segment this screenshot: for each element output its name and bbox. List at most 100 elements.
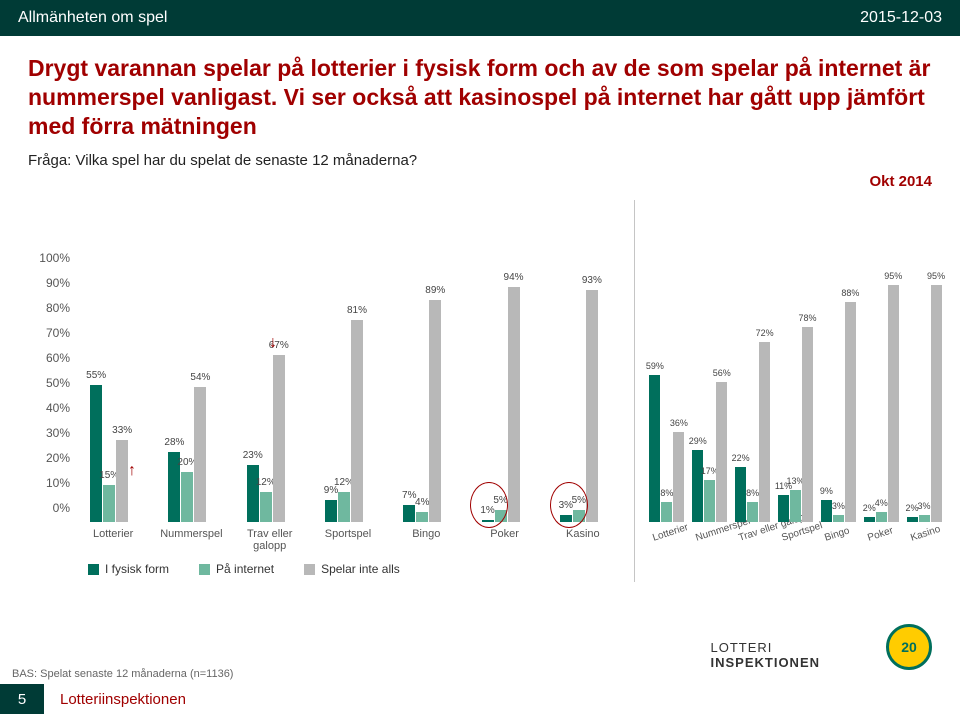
legend-label: Spelar inte alls [321, 562, 400, 576]
legend-item: På internet [199, 562, 274, 576]
bar: 67% [273, 355, 285, 523]
bar-value-label: 55% [86, 370, 106, 381]
y-tick-label: 90% [46, 276, 70, 290]
legend-swatch [304, 564, 315, 575]
bar-value-label: 28% [164, 437, 184, 448]
bar: 13% [790, 490, 801, 523]
slide-header: Allmänheten om spel 2015-12-03 [0, 0, 960, 36]
bar-value-label: 72% [756, 328, 774, 338]
highlight-oval [550, 482, 588, 528]
bar-value-label: 23% [243, 450, 263, 461]
bar: 15% [103, 485, 115, 523]
bar: 20% [181, 472, 193, 522]
category-label: Kasino [909, 524, 941, 544]
y-axis: 0%10%20%30%40%50%60%70%80%90%100% [28, 272, 72, 522]
bar-group: 29%17%56% [692, 382, 727, 522]
y-tick-label: 20% [46, 451, 70, 465]
legend-label: I fysisk form [105, 562, 169, 576]
bar: 7% [403, 505, 415, 523]
bar-value-label: 9% [820, 486, 833, 496]
bar-group: 22%8%72% [735, 342, 770, 522]
legend-swatch [199, 564, 210, 575]
bar-group: 59%8%36% [649, 375, 684, 523]
bar-value-label: 89% [425, 285, 445, 296]
category-label: Lotterier [652, 522, 690, 544]
bar-group: 55%15%33% [74, 385, 144, 523]
legend-swatch [88, 564, 99, 575]
bar-value-label: 29% [689, 436, 707, 446]
y-tick-label: 40% [46, 401, 70, 415]
y-tick-label: 50% [46, 376, 70, 390]
bar: 78% [802, 327, 813, 522]
bar: 17% [704, 480, 715, 523]
bar-value-label: 36% [670, 418, 688, 428]
bar: 8% [747, 502, 758, 522]
y-tick-label: 100% [39, 251, 70, 265]
bar: 12% [338, 492, 350, 522]
logo-text-bold: INSPEKTIONEN [710, 655, 820, 670]
bar-value-label: 4% [415, 497, 429, 508]
bar-group: 23% 12%67% [231, 355, 301, 523]
bar-value-label: 93% [582, 275, 602, 286]
bar: 22% [735, 467, 746, 522]
bar-value-label: 22% [732, 453, 750, 463]
category-label: Bingo [823, 525, 851, 543]
slide: Allmänheten om spel 2015-12-03 Drygt var… [0, 0, 960, 714]
bar-value-label: 78% [798, 313, 816, 323]
category-label: Lotterier [78, 528, 148, 540]
timestamp-label: Okt 2014 [0, 173, 932, 190]
bar: 29% [692, 450, 703, 523]
charts-container: 0%10%20%30%40%50%60%70%80%90%100% 55%15%… [28, 272, 928, 582]
y-tick-label: 60% [46, 351, 70, 365]
bar: 72% [759, 342, 770, 522]
bar-group: 7%4%89% [387, 300, 457, 523]
bar: 94% [508, 287, 520, 522]
bar: 33% [116, 440, 128, 523]
bar-group: 28%20%54% [152, 387, 222, 522]
category-label: Poker [866, 525, 894, 544]
page-number: 5 [0, 684, 44, 714]
bar-value-label: 8% [746, 488, 759, 498]
bar: 56% [716, 382, 727, 522]
legend-item: Spelar inte alls [304, 562, 400, 576]
bar-value-label: 56% [713, 368, 731, 378]
y-tick-label: 0% [53, 501, 70, 515]
lotteri-logo: LOTTERI INSPEKTIONEN [710, 640, 820, 670]
bar-value-label: 59% [646, 361, 664, 371]
bar-group: 9%12%81% [309, 320, 379, 523]
left-chart: 0%10%20%30%40%50%60%70%80%90%100% 55%15%… [28, 272, 626, 582]
arrow-down-icon: ↓ [269, 334, 277, 352]
highlight-oval [470, 482, 508, 528]
bar: 36% [673, 432, 684, 522]
bar: 93% [586, 290, 598, 523]
header-left: Allmänheten om spel [18, 9, 167, 27]
category-label: Poker [470, 528, 540, 540]
bar-value-label: 33% [112, 425, 132, 436]
bar-value-label: 81% [347, 305, 367, 316]
right-chart: 59%8%36%Lotterier29%17%56%Nummerspel22%8… [646, 272, 946, 582]
bar: 88% [845, 302, 856, 522]
y-tick-label: 10% [46, 476, 70, 490]
bar-group: 2%3%95% [907, 285, 942, 523]
bar: 9% [821, 500, 832, 523]
bar: 95% [888, 285, 899, 523]
category-label: Sportspel [313, 528, 383, 540]
bar-value-label: 3% [918, 501, 931, 511]
bar: 9% [325, 500, 337, 523]
legend-label: På internet [216, 562, 274, 576]
category-label: Bingo [391, 528, 461, 540]
question-text: Fråga: Vilka spel har du spelat de senas… [28, 152, 932, 169]
bar: 3% [919, 515, 930, 523]
bar: 12% [260, 492, 272, 522]
bar: 81% [351, 320, 363, 523]
bar-value-label: 95% [884, 271, 902, 281]
bar: 4% [416, 512, 428, 522]
category-label: Nummerspel [156, 528, 226, 540]
bar-group: 2%4%95% [864, 285, 899, 523]
bar: 8% [661, 502, 672, 522]
slide-title: Drygt varannan spelar på lotterier i fys… [28, 54, 932, 140]
chart-legend: I fysisk form På internet Spelar inte al… [88, 562, 400, 576]
bar: 2% [864, 517, 875, 522]
bar-value-label: 94% [504, 272, 524, 283]
bar-value-label: 88% [841, 288, 859, 298]
